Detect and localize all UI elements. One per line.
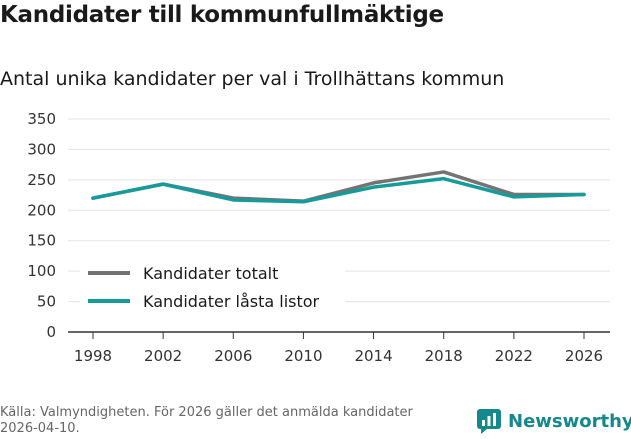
y-tick-label: 100 — [27, 262, 56, 280]
x-tick-label: 2006 — [214, 347, 252, 365]
newsworthy-icon — [477, 409, 501, 434]
x-tick-label: 2018 — [425, 347, 463, 365]
line-chart: 0 50 100 150 200 250 300 350 1998 2002 2006 2010 20… — [27, 110, 610, 365]
y-tick-label: 150 — [27, 232, 56, 250]
x-tick-label: 2002 — [144, 347, 182, 365]
data-point — [442, 170, 446, 174]
y-tick-label: 300 — [27, 140, 56, 158]
brand-name: Newsworthy — [508, 410, 631, 432]
y-tick-label: 350 — [27, 110, 56, 128]
x-tick-label: 2022 — [495, 347, 533, 365]
legend-label: Kandidater låsta listor — [143, 292, 320, 311]
data-point — [372, 181, 376, 185]
y-tick-label: 250 — [27, 171, 56, 189]
x-tick-label: 2010 — [284, 347, 322, 365]
series-line-kandidater-lasta-listor — [91, 176, 586, 204]
y-tick-label: 200 — [27, 201, 56, 219]
newsworthy-logo: Newsworthy — [476, 408, 631, 434]
source-note: Källa: Valmyndigheten. För 2026 gäller d… — [0, 405, 413, 436]
y-tick-label: 0 — [46, 323, 56, 341]
data-point — [512, 195, 516, 199]
x-tick-label: 2014 — [354, 347, 392, 365]
chart-title: Kandidater till kommunfullmäktige — [0, 2, 444, 28]
data-point — [161, 182, 165, 186]
legend-label: Kandidater totalt — [143, 264, 278, 283]
data-point — [91, 196, 95, 200]
data-point — [372, 185, 376, 189]
y-tick-label: 50 — [37, 293, 56, 311]
x-tick-label: 2026 — [565, 347, 603, 365]
legend-background — [80, 258, 345, 316]
data-point — [301, 200, 305, 204]
x-tick-label: 1998 — [74, 347, 112, 365]
data-point — [231, 198, 235, 202]
data-point — [442, 177, 446, 181]
chart-subtitle: Antal unika kandidater per val i Trollhä… — [0, 68, 505, 90]
data-point — [582, 192, 586, 196]
